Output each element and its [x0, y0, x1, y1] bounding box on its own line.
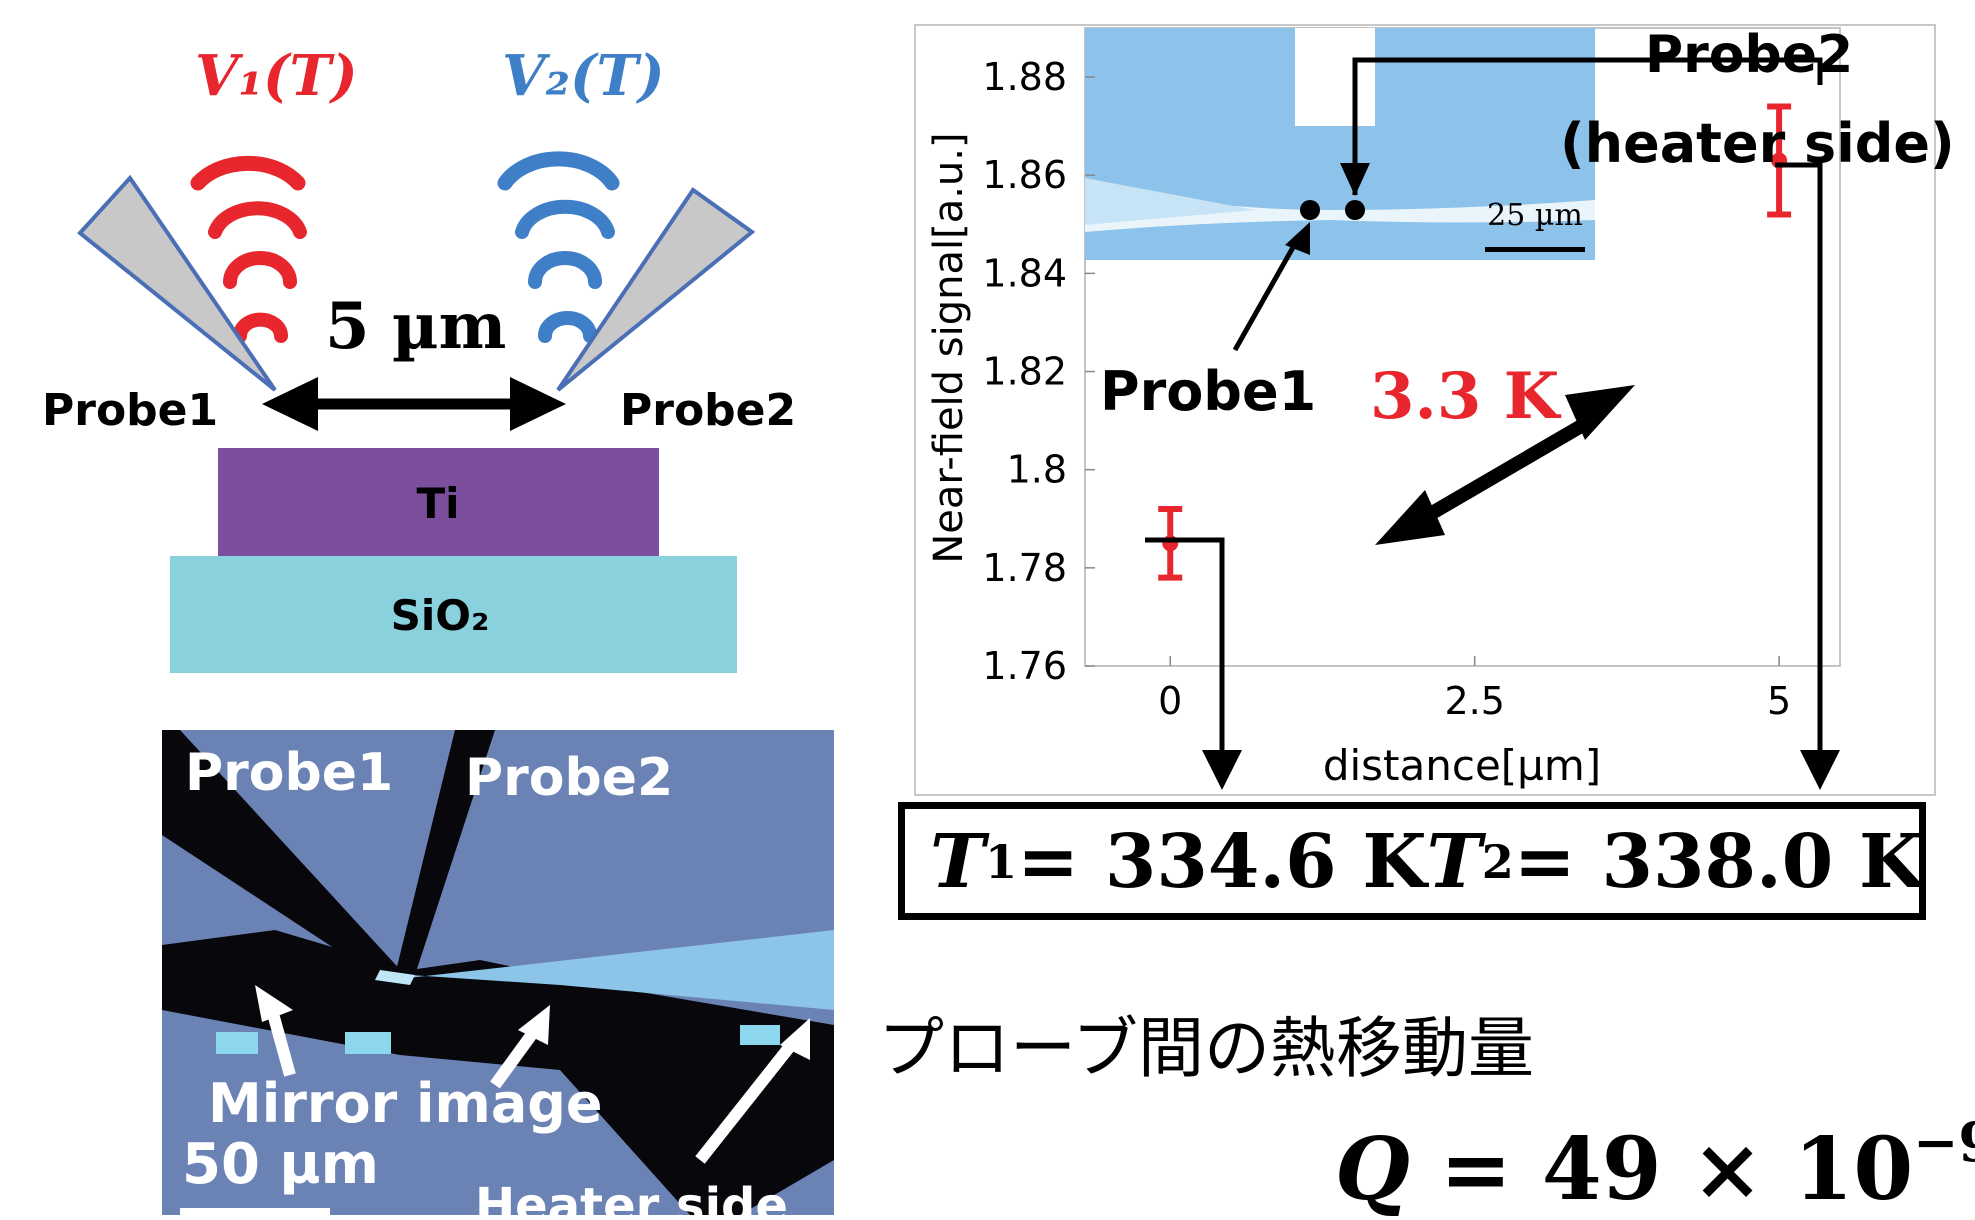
t1-value: = 334.6 K	[1017, 819, 1427, 905]
x-axis-label: distance[µm]	[1323, 741, 1601, 790]
chart: 25 µm 1.76 1.78 1.8 1.82 1.84 1.86 1.88 0 2.5 5 P…	[914, 24, 1955, 796]
heat-transfer-label: プローブ間の熱移動量	[878, 1010, 1535, 1087]
t1-symbol: T	[930, 819, 986, 905]
v2-signal-icon	[497, 151, 620, 343]
mirror-arrow-icon	[255, 985, 810, 1164]
annotation-probe1: Probe1	[1100, 360, 1316, 423]
probe1-label: Probe1	[42, 385, 218, 436]
inset-probe2-dot	[1345, 200, 1365, 220]
schematic: V₁(T) V₂(T) 5 µm Probe1 Probe2 Ti	[42, 43, 796, 673]
y-tick-label: 1.78	[982, 546, 1067, 590]
v2-label: V₂(T)	[502, 43, 665, 109]
x-tick-label: 5	[1767, 679, 1791, 723]
y-tick-label: 1.84	[982, 251, 1067, 295]
annotation-connectors	[1145, 57, 1823, 770]
q-symbol: Q	[1335, 1119, 1410, 1220]
sio2-layer	[170, 556, 737, 673]
inset-probe1-dot	[1300, 200, 1320, 220]
v1-label: V₁(T)	[195, 43, 358, 109]
t2-symbol: T	[1426, 819, 1482, 905]
distance-label: 5 µm	[325, 289, 506, 364]
q-exponent: −9	[1913, 1110, 1975, 1174]
y-tick-label: 1.86	[982, 153, 1067, 197]
probe2-label: Probe2	[620, 385, 796, 436]
t1-subscript: 1	[985, 835, 1018, 889]
t2-value: = 338.0 K	[1513, 819, 1924, 905]
distance-arrow-icon	[262, 377, 566, 431]
micrograph-probe1-label: Probe1	[185, 743, 393, 803]
micrograph: Probe1 Probe2 Mirror image 50 µm Heater …	[162, 730, 834, 1215]
probe1-tip-icon	[77, 174, 277, 392]
annotation-probe2-sub: (heater side)	[1560, 112, 1955, 175]
inset-scale-label: 25 µm	[1487, 198, 1583, 233]
ti-layer	[218, 448, 659, 558]
y-tick-label: 1.76	[982, 644, 1067, 688]
heater-side-label: Heater side	[475, 1178, 788, 1215]
annotation-probe2: Probe2	[1645, 25, 1853, 85]
annotation-delta-t: 3.3 K	[1370, 359, 1562, 434]
x-tick-label: 0	[1158, 679, 1182, 723]
mirror-image-label: Mirror image	[208, 1072, 603, 1135]
y-tick-label: 1.8	[1007, 448, 1067, 492]
q-equation: Q = 49 × 10−9 J	[1335, 1110, 1975, 1220]
q-mid: = 49 × 10	[1409, 1119, 1914, 1220]
x-tick-label: 2.5	[1444, 679, 1504, 723]
annotation-arrowheads	[1202, 163, 1840, 790]
delta-t-arrow-icon	[1375, 385, 1635, 545]
chart-dynamic: 1.76 1.78 1.8 1.82 1.84 1.86 1.88 0 2.5 5	[982, 55, 1791, 723]
y-axis-label: Near-field signal[a.u.]	[926, 132, 972, 563]
t2-subscript: 2	[1481, 835, 1514, 889]
sio2-label: SiO₂	[391, 591, 490, 640]
temperature-equation-box	[898, 802, 1926, 920]
y-tick-label: 1.88	[982, 55, 1067, 99]
micrograph-probe2-label: Probe2	[465, 748, 673, 808]
chart-inset-image: 25 µm	[1085, 28, 1595, 260]
v1-signal-icon	[190, 155, 307, 343]
micrograph-scale-label: 50 µm	[182, 1132, 379, 1197]
ti-label: Ti	[416, 479, 459, 528]
probe2-tip-icon	[556, 187, 756, 392]
y-tick-label: 1.82	[982, 350, 1067, 394]
